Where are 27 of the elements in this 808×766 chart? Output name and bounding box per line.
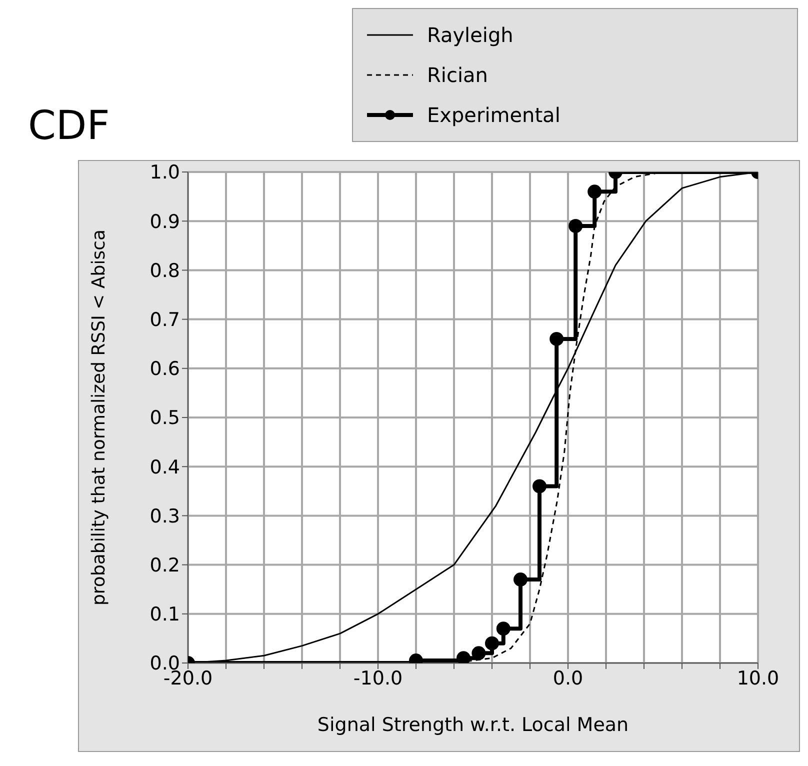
x-tick-label: 0.0 — [552, 667, 584, 690]
point — [485, 636, 499, 650]
x-tick-label: 10.0 — [736, 667, 780, 690]
x-tick-label: -10.0 — [353, 667, 403, 690]
point — [588, 184, 602, 199]
y-axis-title: probability that normalized RSSI < Abisca — [88, 229, 110, 606]
point — [550, 332, 564, 346]
y-tick-label: 0.5 — [150, 407, 180, 430]
y-tick-label: 0.6 — [150, 358, 180, 380]
x-axis-title: Signal Strength w.r.t. Local Mean — [317, 714, 629, 736]
legend-label: Rayleigh — [427, 23, 514, 47]
y-tick-label: 0.9 — [150, 210, 180, 233]
y-tick-label: 0.3 — [150, 505, 180, 528]
point — [532, 479, 546, 494]
point — [496, 622, 510, 636]
y-tick-label: 0.1 — [150, 604, 180, 626]
legend-label: Experimental — [427, 103, 560, 127]
y-tick-label: 0.7 — [150, 309, 180, 332]
y-tick-label: 0.8 — [150, 260, 180, 282]
y-tick-label: 1.0 — [150, 162, 180, 184]
point — [472, 646, 486, 660]
y-tick-label: 0.2 — [150, 554, 180, 577]
point — [514, 572, 528, 587]
legend-label: Rician — [427, 63, 488, 87]
point — [568, 219, 583, 234]
y-tick-label: 0.4 — [150, 456, 180, 478]
chart-title: CDF — [28, 103, 110, 149]
